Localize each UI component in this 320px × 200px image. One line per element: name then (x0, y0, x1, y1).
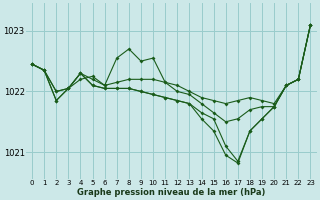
X-axis label: Graphe pression niveau de la mer (hPa): Graphe pression niveau de la mer (hPa) (77, 188, 266, 197)
